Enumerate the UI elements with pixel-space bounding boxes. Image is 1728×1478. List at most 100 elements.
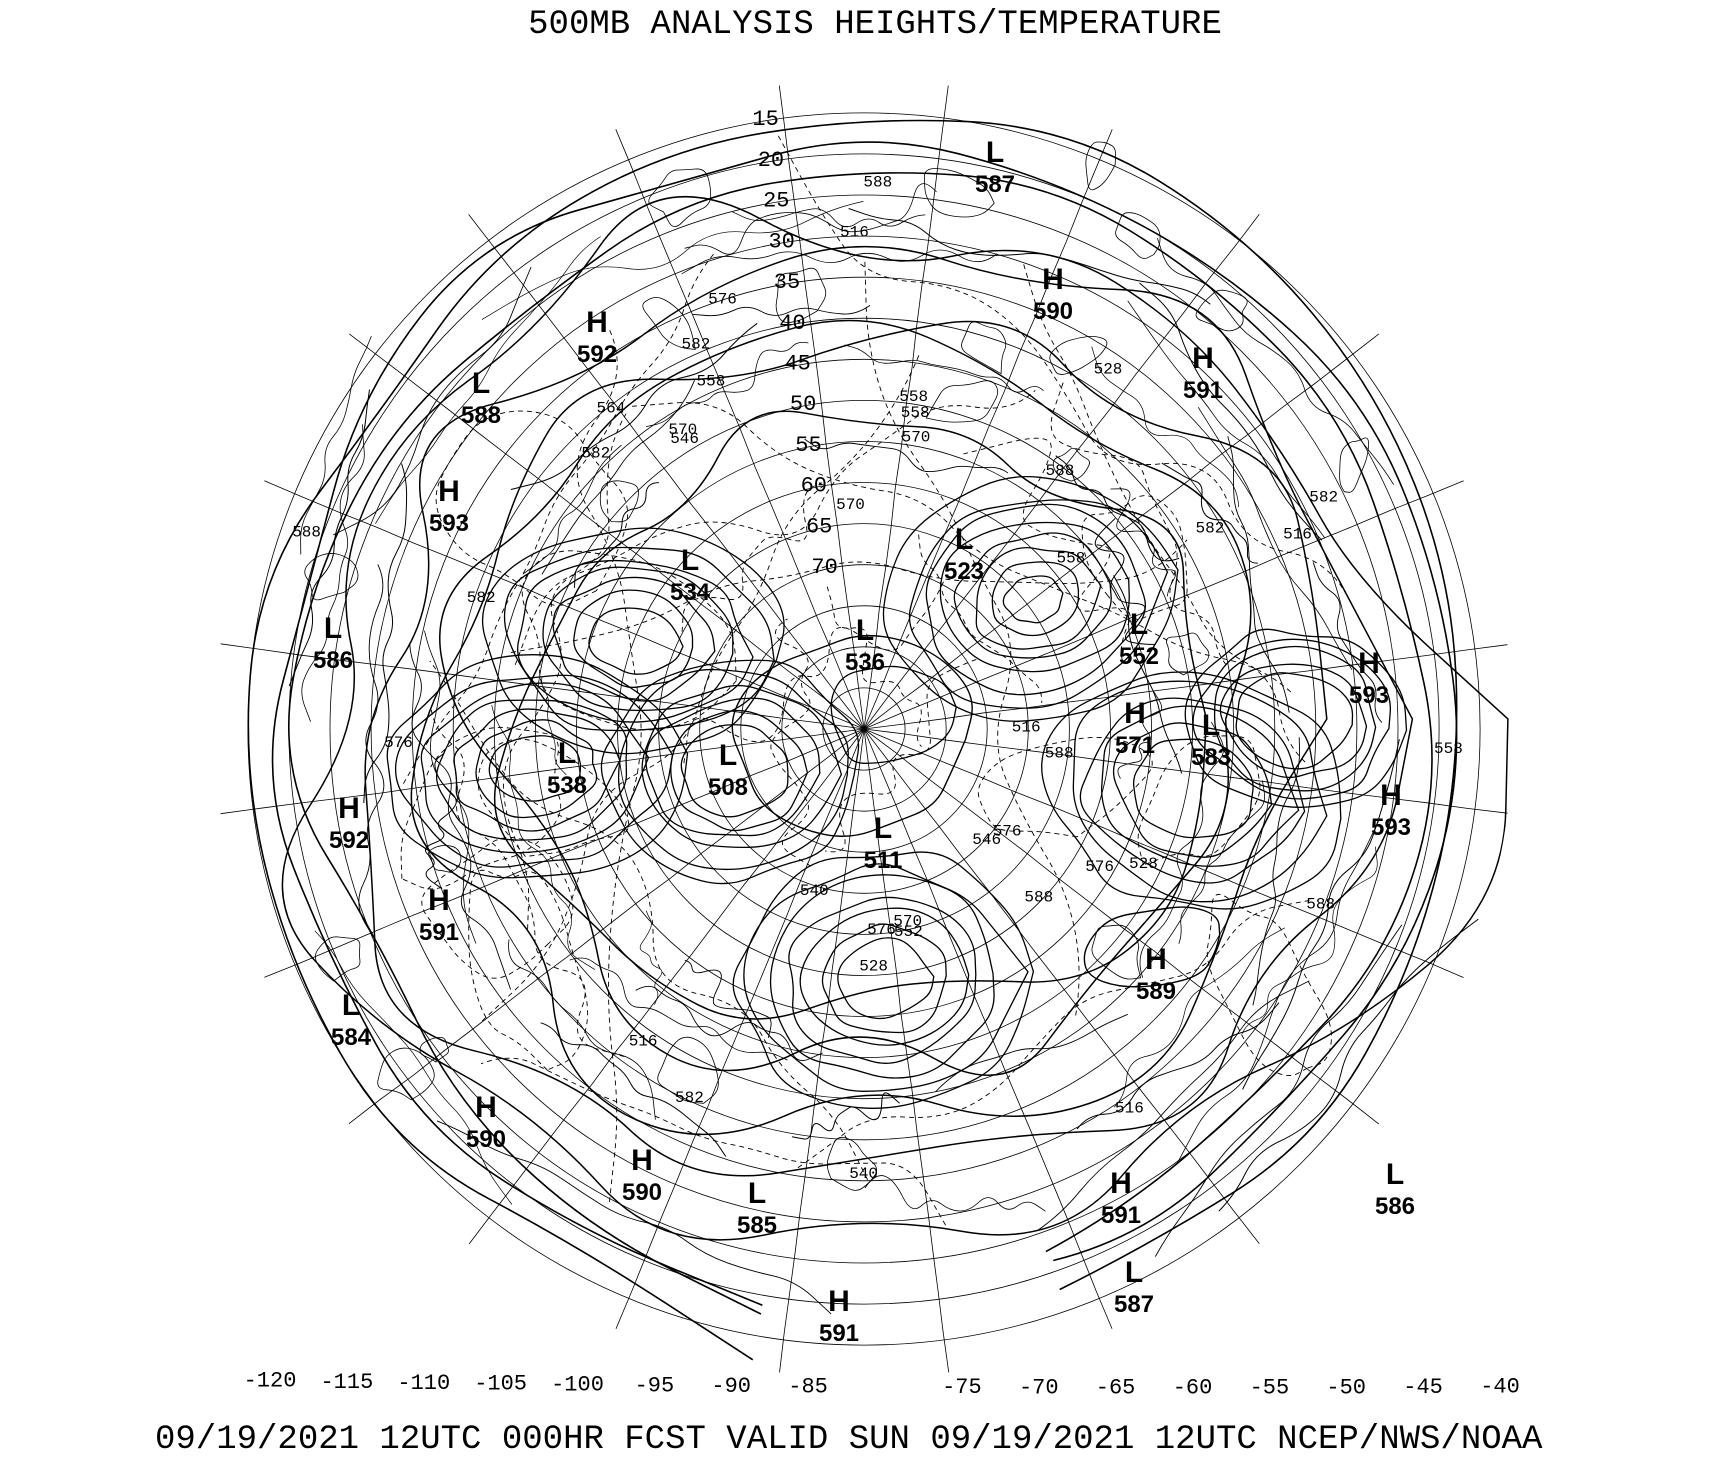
svg-text:589: 589 bbox=[1136, 978, 1176, 1005]
svg-text:588: 588 bbox=[863, 173, 892, 191]
svg-text:582: 582 bbox=[467, 589, 496, 607]
svg-text:H: H bbox=[475, 1091, 497, 1124]
svg-text:L: L bbox=[719, 739, 737, 772]
svg-text:-65: -65 bbox=[1096, 1376, 1136, 1401]
svg-text:H: H bbox=[1358, 647, 1380, 680]
svg-text:582: 582 bbox=[675, 1089, 704, 1107]
svg-text:H: H bbox=[428, 884, 450, 917]
svg-text:L: L bbox=[342, 989, 360, 1022]
svg-text:546: 546 bbox=[972, 831, 1001, 849]
svg-text:593: 593 bbox=[1371, 814, 1411, 841]
svg-text:583: 583 bbox=[1191, 744, 1231, 771]
svg-text:L: L bbox=[558, 737, 576, 770]
svg-text:516: 516 bbox=[629, 1032, 658, 1050]
svg-text:588: 588 bbox=[292, 524, 321, 542]
svg-text:70: 70 bbox=[811, 555, 837, 580]
svg-text:591: 591 bbox=[819, 1320, 859, 1347]
svg-text:-115: -115 bbox=[320, 1370, 373, 1395]
svg-text:H: H bbox=[631, 1144, 653, 1177]
svg-text:L: L bbox=[1125, 1256, 1143, 1289]
svg-text:H: H bbox=[1124, 697, 1146, 730]
svg-text:558: 558 bbox=[1434, 740, 1463, 758]
svg-text:500MB ANALYSIS HEIGHTS/TEMPER: 500MB ANALYSIS HEIGHTS/TEMPERATURE bbox=[528, 6, 1222, 44]
svg-text:55: 55 bbox=[795, 433, 821, 458]
svg-text:15: 15 bbox=[752, 107, 778, 132]
svg-text:588: 588 bbox=[1024, 889, 1053, 907]
svg-text:592: 592 bbox=[577, 341, 617, 368]
svg-text:576: 576 bbox=[867, 921, 896, 939]
svg-text:571: 571 bbox=[1115, 732, 1155, 759]
svg-text:L: L bbox=[748, 1177, 766, 1210]
svg-text:516: 516 bbox=[1115, 1099, 1144, 1117]
svg-text:558: 558 bbox=[901, 404, 930, 422]
svg-text:590: 590 bbox=[1033, 298, 1073, 325]
svg-text:L: L bbox=[472, 367, 490, 400]
svg-text:-90: -90 bbox=[711, 1374, 751, 1399]
svg-text:-40: -40 bbox=[1480, 1375, 1520, 1400]
svg-text:584: 584 bbox=[331, 1024, 372, 1051]
svg-text:-120: -120 bbox=[244, 1369, 297, 1394]
svg-text:-45: -45 bbox=[1403, 1375, 1443, 1400]
svg-text:570: 570 bbox=[902, 428, 931, 446]
svg-text:587: 587 bbox=[1114, 1291, 1154, 1318]
svg-text:582: 582 bbox=[1195, 519, 1224, 537]
svg-text:576: 576 bbox=[708, 290, 737, 308]
svg-text:576: 576 bbox=[384, 734, 413, 752]
svg-text:H: H bbox=[1192, 342, 1214, 375]
svg-text:-55: -55 bbox=[1250, 1375, 1290, 1400]
svg-text:H: H bbox=[1145, 943, 1167, 976]
svg-text:516: 516 bbox=[1283, 525, 1312, 543]
svg-text:45: 45 bbox=[784, 352, 810, 377]
svg-text:593: 593 bbox=[1349, 682, 1389, 709]
svg-text:-100: -100 bbox=[551, 1373, 604, 1398]
svg-text:558: 558 bbox=[696, 372, 725, 390]
svg-text:591: 591 bbox=[419, 919, 459, 946]
svg-text:534: 534 bbox=[670, 579, 711, 606]
svg-text:L: L bbox=[1202, 709, 1220, 742]
svg-text:-105: -105 bbox=[474, 1372, 527, 1397]
svg-text:570: 570 bbox=[836, 496, 865, 514]
svg-text:592: 592 bbox=[329, 827, 369, 854]
svg-text:H: H bbox=[1110, 1167, 1132, 1200]
svg-text:528: 528 bbox=[859, 957, 888, 975]
svg-text:588: 588 bbox=[1306, 895, 1335, 913]
svg-text:552: 552 bbox=[1119, 643, 1159, 670]
svg-text:L: L bbox=[856, 614, 874, 647]
svg-text:50: 50 bbox=[790, 392, 816, 417]
svg-text:587: 587 bbox=[975, 171, 1015, 198]
svg-text:591: 591 bbox=[1183, 377, 1223, 404]
svg-text:35: 35 bbox=[774, 270, 800, 295]
svg-text:09/19/2021 12UTC 000HR FCST VA: 09/19/2021 12UTC 000HR FCST VALID SUN 09… bbox=[155, 1421, 1543, 1459]
svg-text:L: L bbox=[1130, 608, 1148, 641]
svg-text:-50: -50 bbox=[1326, 1375, 1366, 1400]
svg-text:540: 540 bbox=[800, 882, 829, 900]
svg-text:511: 511 bbox=[864, 847, 903, 874]
svg-text:585: 585 bbox=[737, 1212, 777, 1239]
svg-text:582: 582 bbox=[581, 445, 610, 463]
svg-text:588: 588 bbox=[1045, 745, 1074, 763]
svg-text:L: L bbox=[955, 523, 973, 556]
svg-text:582: 582 bbox=[681, 336, 710, 354]
svg-text:L: L bbox=[681, 544, 699, 577]
svg-text:590: 590 bbox=[622, 1179, 662, 1206]
svg-text:40: 40 bbox=[779, 311, 805, 336]
svg-text:-75: -75 bbox=[942, 1375, 982, 1400]
svg-text:H: H bbox=[438, 475, 460, 508]
svg-text:-85: -85 bbox=[788, 1374, 828, 1399]
svg-text:L: L bbox=[1386, 1158, 1404, 1191]
svg-text:582: 582 bbox=[1309, 488, 1338, 506]
svg-text:528: 528 bbox=[1094, 360, 1123, 378]
svg-text:H: H bbox=[1042, 263, 1064, 296]
svg-text:65: 65 bbox=[806, 514, 832, 539]
svg-text:586: 586 bbox=[313, 647, 353, 674]
svg-text:538: 538 bbox=[547, 772, 587, 799]
svg-text:591: 591 bbox=[1101, 1202, 1141, 1229]
svg-text:576: 576 bbox=[1085, 858, 1114, 876]
svg-text:L: L bbox=[986, 136, 1004, 169]
svg-text:536: 536 bbox=[845, 649, 885, 676]
svg-text:-95: -95 bbox=[635, 1373, 675, 1398]
svg-text:30: 30 bbox=[768, 229, 794, 254]
svg-text:-60: -60 bbox=[1173, 1376, 1213, 1401]
svg-text:523: 523 bbox=[944, 558, 984, 585]
svg-text:H: H bbox=[586, 306, 608, 339]
